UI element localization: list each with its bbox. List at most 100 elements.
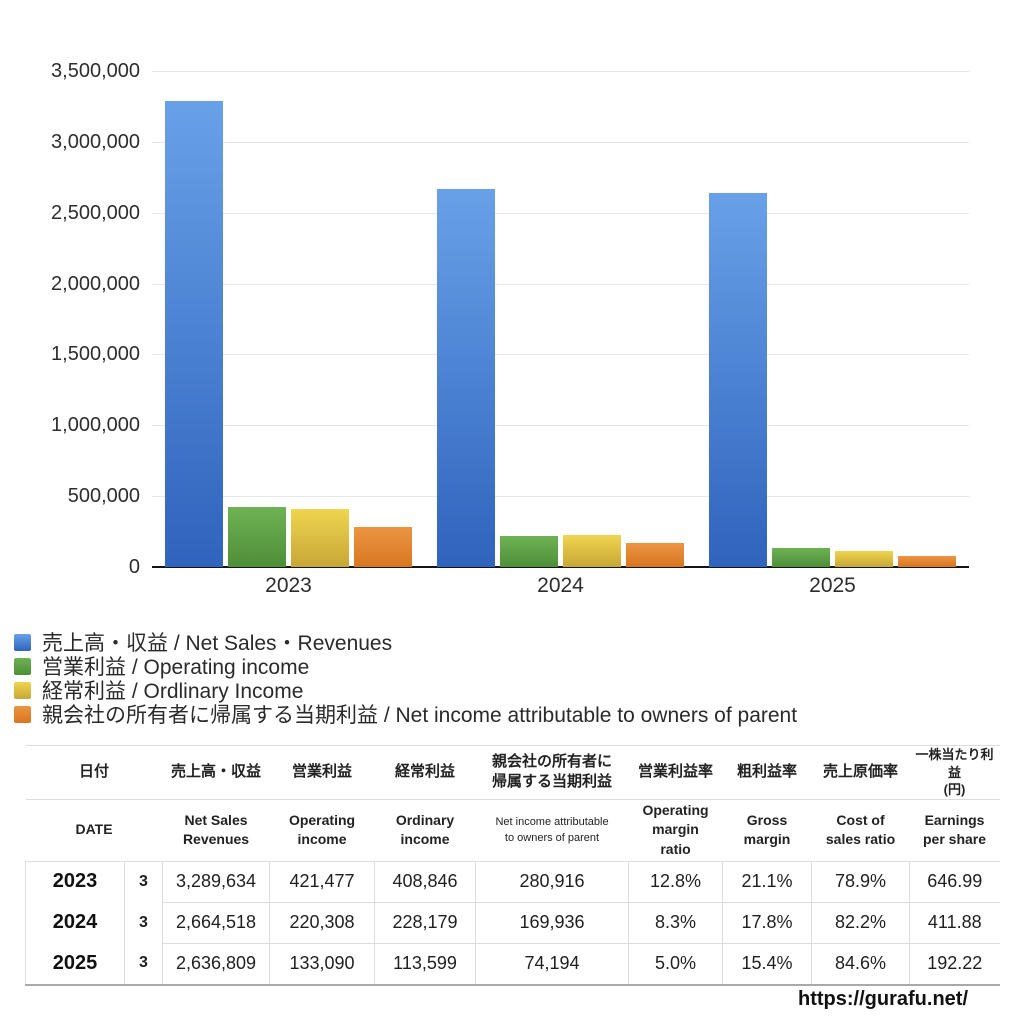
x-axis-labels: 2023 2024 2025 (152, 574, 969, 598)
value-cell: 408,846 (374, 861, 476, 903)
col-header-costratio-en: Cost of sales ratio (811, 799, 910, 862)
gridline (152, 212, 969, 214)
value-cell: 646.99 (909, 861, 1000, 903)
gridline (152, 141, 969, 143)
value-cell: 5.0% (628, 942, 723, 986)
col-header-opincome-jp: 営業利益 (269, 745, 375, 800)
legend-swatch-icon (14, 657, 31, 675)
bar-chart: 3,500,000 3,000,000 2,500,000 2,000,000 1,50… (0, 60, 969, 598)
value-cell: 15.4% (722, 942, 812, 986)
bar (437, 189, 495, 567)
value-cell: 84.6% (811, 942, 910, 986)
value-cell: 12.8% (628, 861, 723, 903)
gridline (152, 71, 969, 72)
value-cell: 192.22 (909, 942, 1000, 986)
y-axis-label: 500,000 (67, 485, 140, 508)
value-cell: 411.88 (909, 901, 1000, 944)
bar (165, 101, 223, 567)
x-axis-line (152, 566, 969, 568)
table-row: 2023 3 3,289,634 421,477 408,846 280,916 12.8%… (25, 861, 1000, 903)
bar (563, 535, 621, 567)
bar-group-2025 (709, 193, 956, 567)
gridline (152, 425, 969, 427)
y-axis-label: 2,000,000 (51, 272, 140, 295)
value-cell: 113,599 (374, 942, 476, 986)
legend-item: 営業利益 / Operating income (14, 654, 797, 679)
legend-label: 売上高・収益 / Net Sales・Revenues (42, 632, 393, 655)
legend-label: 営業利益 / Operating income (42, 656, 310, 679)
x-axis-label: 2024 (537, 574, 584, 597)
col-header-netincome-jp: 親会社の所有者に 帰属する当期利益 (475, 745, 629, 800)
value-cell: 17.8% (722, 901, 812, 944)
bar-group-2023 (165, 101, 412, 567)
legend-swatch-icon (14, 705, 31, 723)
table-header-en: DATE Net Sales Revenues Operating income… (25, 799, 1000, 862)
y-axis: 3,500,000 3,000,000 2,500,000 2,000,000 1,50… (0, 60, 140, 578)
month-cell: 3 (123, 902, 163, 944)
year-cell: 2025 (25, 943, 125, 986)
col-header-date-jp: 日付 (25, 745, 163, 800)
bar (772, 548, 830, 567)
col-header-ordincome-jp: 経常利益 (374, 745, 476, 800)
bar (709, 193, 767, 567)
y-axis-label: 2,500,000 (51, 201, 140, 224)
bar-group-2024 (437, 189, 684, 567)
col-header-ordincome-en: Ordinary income (374, 799, 476, 862)
col-header-netsales-en: Net Sales Revenues (162, 799, 270, 862)
value-cell: 3,289,634 (162, 861, 270, 903)
value-cell: 2,636,809 (162, 942, 270, 986)
table-row: 2025 3 2,636,809 133,090 113,599 74,194 5.0% 15… (25, 942, 1000, 986)
value-cell: 228,179 (374, 901, 476, 944)
col-header-grossmargin-jp: 粗利益率 (722, 745, 812, 800)
bar (291, 509, 349, 567)
bar (354, 527, 412, 567)
site-url: https://gurafu.net/ (798, 988, 968, 1010)
gridline (152, 354, 969, 356)
col-header-netincome-en: Net income attributable to owners of par… (475, 799, 629, 862)
y-axis-label: 3,500,000 (51, 60, 140, 82)
legend-item: 親会社の所有者に帰属する当期利益 / Net income attributab… (14, 702, 797, 727)
bar (228, 507, 286, 567)
y-axis-label: 0 (128, 556, 140, 578)
data-table: 日付 売上高・収益 営業利益 経常利益 親会社の所有者に 帰属する当期利益 営業… (25, 745, 1000, 986)
col-header-eps-en: Earnings per share (909, 799, 1000, 862)
col-header-eps-jp: 一株当たり利益 (円) (909, 745, 1000, 800)
value-cell: 133,090 (269, 942, 375, 986)
col-header-opmargin-jp: 営業利益率 (628, 745, 723, 800)
value-cell: 2,664,518 (162, 901, 270, 944)
year-cell: 2023 (25, 861, 125, 903)
y-axis-label: 3,000,000 (51, 130, 140, 153)
y-axis-label: 1,000,000 (51, 414, 140, 437)
value-cell: 169,936 (475, 901, 629, 944)
col-header-costratio-jp: 売上原価率 (811, 745, 910, 800)
value-cell: 21.1% (722, 861, 812, 903)
value-cell: 82.2% (811, 901, 910, 944)
legend: 売上高・収益 / Net Sales・Revenues 営業利益 / Operat… (14, 630, 797, 727)
bar-groups (152, 71, 969, 567)
table-header-jp: 日付 売上高・収益 営業利益 経常利益 親会社の所有者に 帰属する当期利益 営業… (25, 745, 1000, 800)
gridline (152, 283, 969, 285)
month-cell: 3 (123, 861, 163, 903)
bar (898, 556, 956, 567)
y-axis-label: 1,500,000 (51, 343, 140, 366)
month-cell: 3 (123, 943, 163, 986)
col-header-netsales-jp: 売上高・収益 (162, 745, 270, 800)
x-axis-label: 2025 (809, 574, 856, 597)
table-row: 2024 3 2,664,518 220,308 228,179 169,936 8.3% 1… (25, 901, 1000, 944)
bar (626, 543, 684, 567)
col-header-date-en: DATE (25, 799, 163, 862)
bar (835, 551, 893, 567)
col-header-grossmargin-en: Gross margin (722, 799, 812, 862)
value-cell: 280,916 (475, 861, 629, 903)
value-cell: 8.3% (628, 901, 723, 944)
col-header-opmargin-en: Operating margin ratio (628, 799, 723, 862)
legend-swatch-icon (14, 681, 31, 699)
value-cell: 74,194 (475, 942, 629, 986)
legend-item: 売上高・収益 / Net Sales・Revenues (14, 630, 797, 655)
col-header-opincome-en: Operating income (269, 799, 375, 862)
legend-item: 経常利益 / Ordlinary Income (14, 678, 797, 703)
value-cell: 220,308 (269, 901, 375, 944)
gridline (152, 496, 969, 498)
bar (500, 536, 558, 567)
legend-swatch-icon (14, 633, 31, 651)
